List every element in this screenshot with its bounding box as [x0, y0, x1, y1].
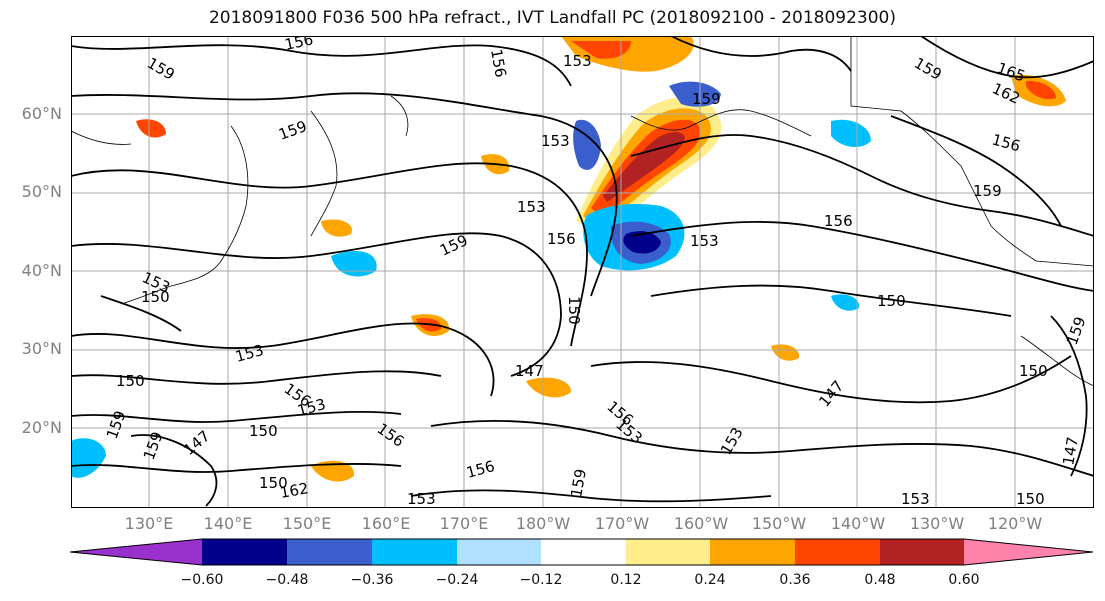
- shading-neg-alaska: [669, 81, 721, 107]
- colorbar-bin-zero: [541, 539, 626, 565]
- map-title: 2018091800 F036 500 hPa refract., IVT La…: [208, 8, 896, 28]
- shading-layer: [71, 36, 1066, 482]
- lat-label-60n: 60°N: [21, 104, 62, 123]
- lat-label-50n: 50°N: [21, 182, 62, 201]
- contour-lines: [71, 36, 1094, 507]
- contour-label: 156: [464, 457, 496, 482]
- coastlines: [71, 36, 1094, 387]
- lon-label-170e: 170°E: [439, 514, 489, 533]
- lon-label-150e: 150°E: [282, 514, 332, 533]
- contour-label: 159: [973, 182, 1002, 200]
- contour-label: 150: [259, 474, 288, 492]
- colorbar-bin-neg-024: [372, 539, 457, 565]
- contour-label: 150: [141, 288, 170, 306]
- colorbar-tick-label: −0.12: [519, 572, 563, 588]
- contour-label: 153: [517, 198, 546, 216]
- contour-label: 159: [692, 90, 721, 108]
- colorbar-outline: [69, 538, 1094, 566]
- colorbar-bin-pos-012: [626, 539, 710, 565]
- colorbar-bin-neg-048: [202, 539, 287, 565]
- lon-label-140w: 140°W: [830, 514, 886, 533]
- contour-label: 159: [567, 467, 590, 498]
- lon-label-160w: 160°W: [673, 514, 729, 533]
- colorbar: [69, 538, 1094, 566]
- colorbar-bin-pos-048: [880, 539, 964, 565]
- colorbar-bin-pos-036: [795, 539, 880, 565]
- shading-pos-nw: [136, 119, 166, 138]
- contour-label: 156: [990, 130, 1022, 155]
- contour-label: 150: [1019, 362, 1048, 380]
- shading-neg-blue-dark: [623, 231, 661, 254]
- contour-label-layer: 156 159 153 159 156 153 159 159 165 162 …: [103, 36, 1090, 508]
- shading-neg-left-band: [573, 119, 601, 170]
- lat-label-40n: 40°N: [21, 261, 62, 280]
- contour-label: 147: [180, 427, 214, 459]
- contour-label: 156: [547, 230, 576, 248]
- shading-pos-southwest: [311, 460, 355, 482]
- contour-label: 156: [374, 420, 408, 451]
- colorbar-tick-label: 0.24: [694, 572, 726, 588]
- contour-label: 159: [911, 54, 945, 84]
- lat-label-20n: 20°N: [21, 418, 62, 437]
- contour-label: 159: [1063, 314, 1090, 347]
- colorbar-tick-label: −0.60: [180, 572, 224, 588]
- colorbar-tick-label: −0.48: [265, 572, 309, 588]
- shading-neg-east-pac: [831, 294, 860, 311]
- contour-label: 153: [407, 490, 436, 508]
- shading-pos-band-darkred: [603, 132, 685, 202]
- contour-label: 150: [116, 372, 145, 390]
- shading-pos-top-red: [571, 41, 631, 59]
- lon-label-130w: 130°W: [909, 514, 965, 533]
- map-svg: 156 159 153 159 156 153 159 159 165 162 …: [71, 36, 1094, 508]
- lon-label-160e: 160°E: [361, 514, 411, 533]
- lon-label-130e: 130°E: [124, 514, 174, 533]
- map-panel: 156 159 153 159 156 153 159 159 165 162 …: [71, 36, 1094, 508]
- contour-label: 147: [515, 362, 544, 380]
- colorbar-extend-right: [964, 539, 1093, 565]
- shading-pos-east-pac: [771, 344, 800, 361]
- colorbar-tick-label: 0.12: [610, 572, 642, 588]
- lon-label-180w: 180°W: [515, 514, 571, 533]
- contour-label: 156: [283, 36, 315, 54]
- shading-neg-gulf: [831, 119, 871, 148]
- lon-label-120w: 120°W: [987, 514, 1043, 533]
- colorbar-tick-label: −0.36: [350, 572, 394, 588]
- colorbar-tick-label: 0.60: [948, 572, 980, 588]
- colorbar-bin-neg-036: [287, 539, 372, 565]
- contour-label: 153: [563, 52, 592, 70]
- shading-pos-japan: [321, 219, 352, 237]
- lon-label-150w: 150°W: [751, 514, 807, 533]
- contour-label: 153: [233, 341, 265, 366]
- lat-label-30n: 30°N: [21, 339, 62, 358]
- contour-label: 153: [901, 490, 930, 508]
- contour-label: 150: [877, 292, 906, 310]
- contour-label: 153: [690, 232, 719, 250]
- contour-label: 159: [103, 408, 130, 441]
- gridlines: [71, 36, 1094, 508]
- colorbar-extend-left: [70, 539, 202, 565]
- shading-pos-canada-red: [1026, 80, 1056, 100]
- contour-label: 150: [1016, 490, 1045, 508]
- colorbar-tick-label: 0.48: [864, 572, 896, 588]
- contour-label: 156: [824, 212, 853, 230]
- lon-label-170w: 170°W: [594, 514, 650, 533]
- contour-label: 147: [1059, 435, 1082, 466]
- shading-pos-subtrop: [526, 377, 571, 398]
- contour-label: 150: [249, 422, 278, 440]
- lon-label-140e: 140°E: [203, 514, 253, 533]
- shading-neg-sw-corner: [71, 438, 106, 478]
- contour-label: 147: [815, 377, 847, 411]
- colorbar-bin-pos-024: [710, 539, 795, 565]
- colorbar-tick-label: 0.36: [779, 572, 811, 588]
- colorbar-tick-label: −0.24: [435, 572, 479, 588]
- contour-label: 153: [541, 132, 570, 150]
- shading-neg-japan: [331, 251, 377, 277]
- contour-label: 150: [565, 296, 583, 325]
- colorbar-bin-neg-012: [457, 539, 541, 565]
- contour-label: 162: [279, 479, 310, 502]
- contour-label: 156: [487, 48, 510, 79]
- contour-label: 159: [276, 117, 309, 144]
